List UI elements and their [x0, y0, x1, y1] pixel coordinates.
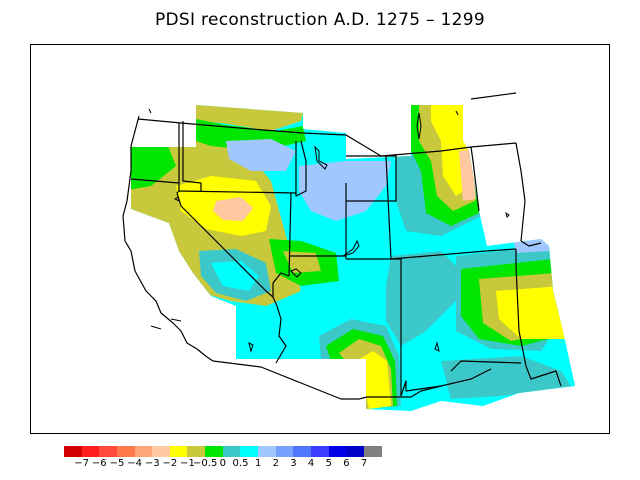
border-nd: [470, 146, 480, 212]
colorbar-tick-label: −5: [109, 458, 125, 469]
border-mt-north: [470, 92, 517, 100]
map-frame: [30, 44, 610, 434]
lake-utah: [342, 239, 360, 257]
lake-mead: [290, 268, 302, 278]
colorbar-tick-label: 5: [325, 458, 332, 469]
colorbar-tick-label: −4: [127, 458, 142, 469]
colorbar-tick-label: −0.5: [193, 458, 218, 469]
border-dakotas: [515, 142, 526, 242]
border-wy: [346, 155, 397, 202]
border-nv-ut: [288, 192, 292, 277]
colorbar-swatch: [116, 446, 135, 457]
great-salt-lake: [314, 145, 328, 170]
border-or-ca: [130, 178, 180, 184]
colorbar-swatch: [240, 446, 259, 457]
border-mexico: [212, 360, 492, 400]
border-canada: [137, 118, 517, 157]
colorbar-swatch: [134, 446, 153, 457]
colorbar-swatch: [275, 446, 294, 457]
colorbar-swatch: [81, 446, 100, 457]
colorbar-tick-label: −2: [162, 458, 178, 469]
colorbar-swatch: [205, 446, 223, 457]
colorbar-swatch: [64, 446, 82, 457]
border-co-nm: [346, 258, 402, 396]
region-west-green: [131, 141, 176, 191]
border-co-ks: [390, 248, 517, 260]
salton-sea: [248, 342, 254, 353]
colorbar-tick-label: 6: [343, 458, 350, 469]
colorbar-swatch: [169, 446, 188, 457]
colorbar-tick-label: 0.5: [232, 458, 249, 469]
colorbar-swatch: [152, 446, 170, 457]
colorbar-tick-label: −1: [180, 458, 195, 469]
region-idaho-blue: [226, 139, 296, 171]
border-idaho-east: [295, 140, 307, 197]
colorbar-tick-label: 7: [360, 458, 368, 469]
colorbar-swatch: [99, 446, 117, 457]
border-ks: [520, 240, 542, 247]
region-sierra-cyan: [211, 261, 259, 291]
region-colorado-teal: [386, 251, 461, 346]
region-texas-teal: [441, 356, 571, 399]
region-wyoming-blue: [299, 161, 391, 221]
colorbar-tick-label: 4: [307, 458, 315, 469]
colorbar-swatch: [187, 446, 206, 457]
lake-montana: [416, 112, 422, 140]
region-plains-yellow: [496, 286, 566, 339]
pdsi-map: [122, 92, 575, 411]
lake-arizona-south: [434, 341, 440, 352]
coastline-west: [122, 115, 214, 362]
state-boundaries: [122, 92, 562, 400]
lake-montana-east: [455, 110, 459, 116]
colorbar-swatch: [363, 446, 382, 457]
lake-dakota: [505, 211, 510, 218]
border-nv-id: [178, 190, 297, 194]
lake-tahoe: [174, 196, 180, 202]
border-texas-panhandle: [515, 249, 562, 387]
channel-islands: [150, 318, 182, 330]
colorbar-tick-label: −3: [144, 458, 160, 469]
island-north: [148, 108, 152, 114]
border-co-east: [385, 155, 392, 260]
colorbar-swatch: [310, 446, 329, 457]
colorbar-swatch: [328, 446, 347, 457]
colorbar-labels: −7 −6 −5 −4 −3 −2 −1 −0.5 0 0.5 1 2 3 4 5 6 7: [0, 458, 640, 472]
border-az-nv: [272, 272, 290, 297]
region-nevada-peach: [213, 197, 253, 221]
border-idaho-west: [182, 121, 202, 191]
colorbar-tick-label: 1: [254, 458, 262, 469]
colorbar-swatch: [346, 446, 364, 457]
colorbar: [64, 446, 382, 457]
border-nm-tx: [400, 380, 442, 397]
colorbar-swatch: [293, 446, 311, 457]
border-az-ca: [272, 296, 287, 364]
colorbar-tick-label: 3: [290, 458, 297, 469]
colorbar-tick-label: 2: [272, 458, 279, 469]
map-title: PDSI reconstruction A.D. 1275 – 1299: [154, 10, 485, 30]
pdsi-field: [131, 105, 575, 411]
colorbar-swatch: [222, 446, 241, 457]
colorbar-tick-label: 0: [219, 458, 227, 469]
colorbar-tick-label: −6: [91, 458, 107, 469]
lakes: [148, 108, 510, 353]
colorbar-swatch: [258, 446, 276, 457]
border-tx-nm: [450, 360, 522, 372]
colorbar-tick-label: −7: [74, 458, 90, 469]
